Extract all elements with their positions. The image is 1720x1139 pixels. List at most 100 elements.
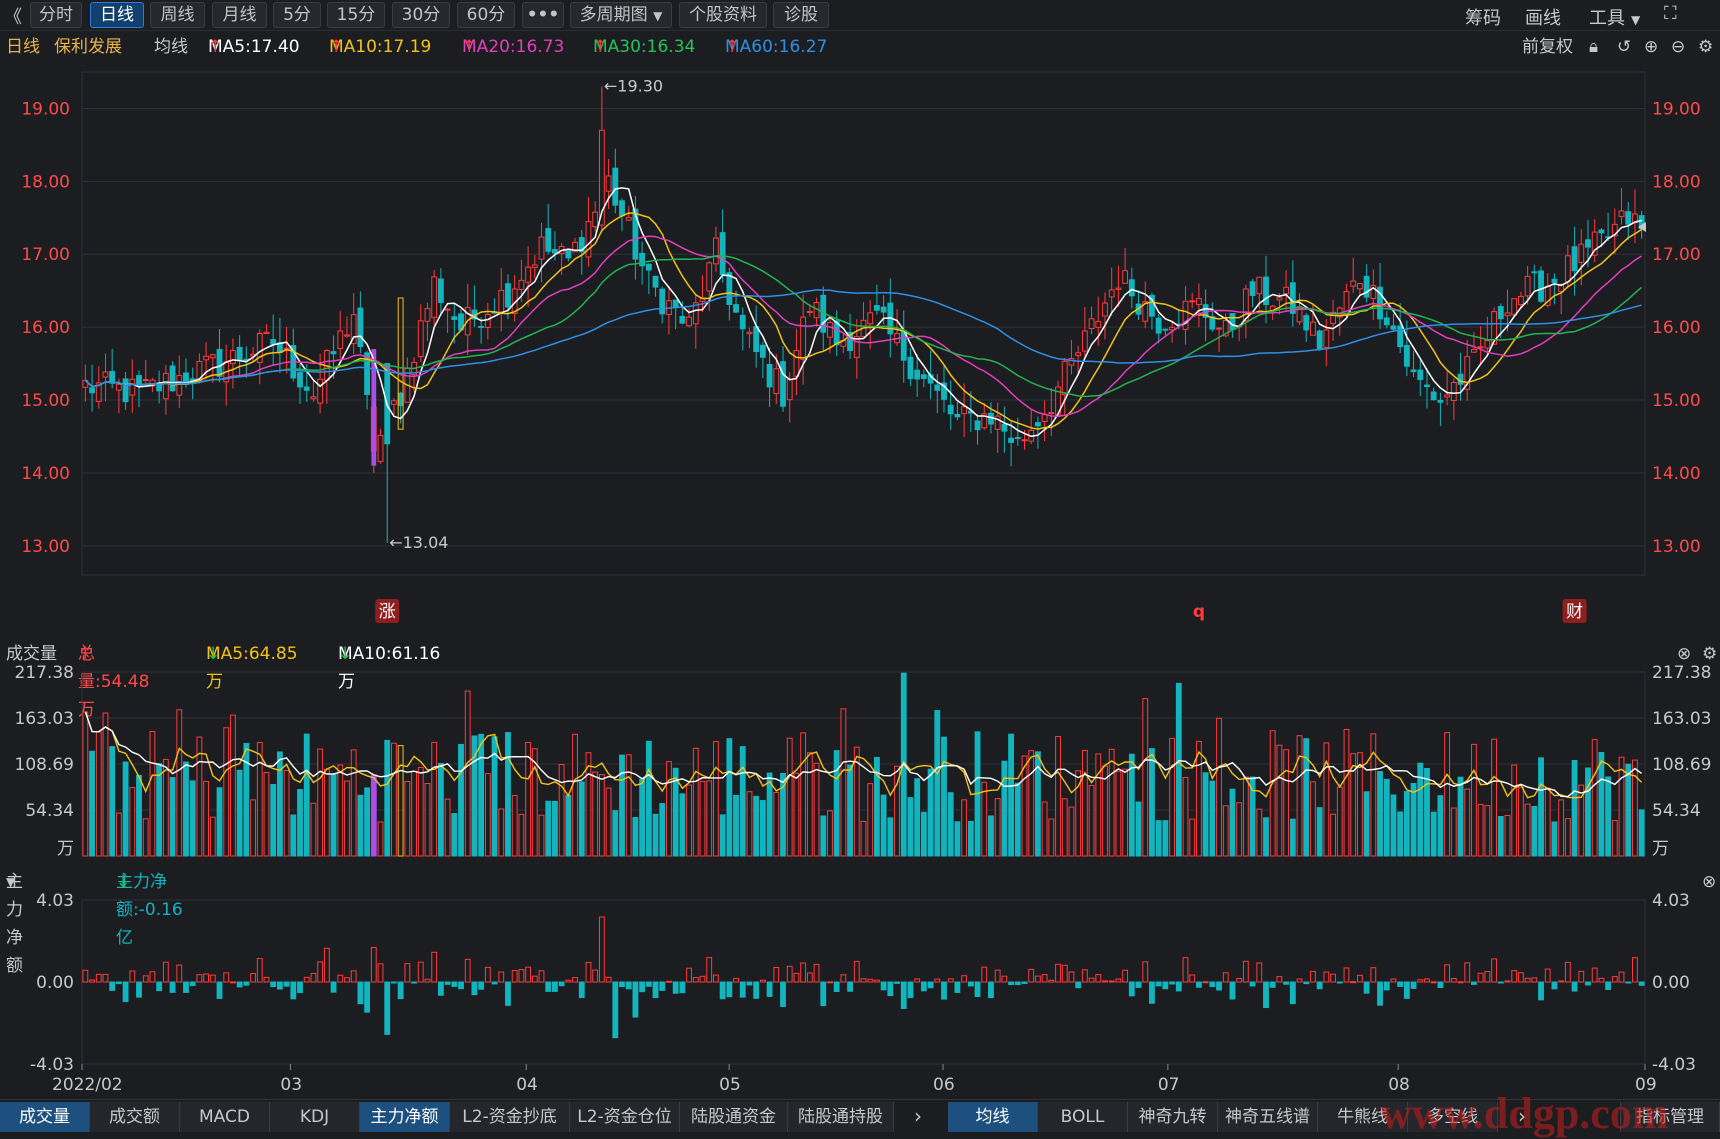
flow-bar (907, 981, 914, 999)
chips-button[interactable]: 筹码 (1465, 8, 1501, 29)
period-tab-weekly[interactable]: 周线 (150, 2, 205, 28)
candle-body-highlight (397, 297, 404, 430)
indicator-tab-7[interactable]: 陆股通资金 (680, 1102, 788, 1132)
indicator-tab-2[interactable]: MACD (180, 1102, 270, 1132)
ma-label[interactable]: 均线 (154, 37, 188, 57)
flow-bar (900, 981, 907, 1009)
adjust-mode-button[interactable]: 前复权 (1522, 37, 1573, 57)
volume-bar (525, 741, 532, 857)
flow-bar (404, 963, 411, 983)
stock-profile-button[interactable]: 个股资料 (679, 2, 767, 28)
overlay-tab-2[interactable]: 神奇九转 (1128, 1102, 1218, 1132)
flow-bar (1108, 980, 1115, 983)
indicator-manage-button[interactable]: 指标管理 (1620, 1102, 1720, 1132)
volume-bar (1095, 753, 1102, 857)
candle-body (786, 378, 793, 401)
volume-bar (511, 795, 518, 857)
multi-period-dropdown[interactable]: 多周期图 ▼ (570, 2, 672, 28)
volume-bar (230, 714, 236, 857)
period-tab-intraday[interactable]: 分时 (30, 2, 82, 28)
indicator-tab-0[interactable]: 成交量 (0, 1102, 90, 1132)
overlay-tab-0[interactable]: 均线 (948, 1102, 1038, 1132)
volume-bar (1068, 806, 1075, 857)
volume-bar (1618, 756, 1625, 857)
volume-bar (1182, 777, 1189, 857)
volume-bar (444, 798, 451, 857)
period-tab-daily[interactable]: 日线 (90, 2, 144, 28)
overlay-tab-5[interactable]: 多空线 (1408, 1102, 1498, 1132)
period-tab-60min[interactable]: 60分 (457, 2, 515, 28)
fullscreen-icon[interactable]: ⛶ (1664, 3, 1677, 24)
period-tab-5min[interactable]: 5分 (273, 2, 321, 28)
volume-ma5-line (84, 711, 1643, 799)
chevron-right-icon[interactable]: › (914, 1104, 922, 1128)
overlay-tab-1[interactable]: BOLL (1038, 1102, 1128, 1132)
flow-bar (1289, 981, 1296, 1005)
x-tick-label: 07 (1158, 1075, 1180, 1095)
volume-bar (531, 748, 538, 857)
indicator-tab-5[interactable]: L2-资金抄底 (450, 1102, 570, 1132)
indicator-tab-6[interactable]: L2-资金仓位 (570, 1102, 680, 1132)
close-icon[interactable]: ⊗ (1702, 872, 1717, 892)
flow-bar (323, 947, 330, 983)
arrow-down-icon: ↓ (338, 644, 353, 664)
stock-chart[interactable]: 19.00 19.00 18.00 18.00 17.00 17.00 16.00 16.00… (0, 0, 1720, 1099)
indicator-tab-8[interactable]: 陆股通持股 (788, 1102, 894, 1132)
flow-bar (552, 981, 558, 992)
price-tick-label-right: 17.00 (1652, 245, 1701, 265)
period-tab-30min[interactable]: 30分 (392, 2, 450, 28)
overlay-tab-3[interactable]: 神奇五线谱 (1218, 1102, 1318, 1132)
volume-bar (639, 778, 646, 857)
flow-bar (887, 981, 894, 997)
volume-bar (538, 814, 545, 857)
period-tab-monthly[interactable]: 月线 (212, 2, 267, 28)
candle-body (780, 361, 786, 407)
flow-bar (739, 981, 746, 998)
indicator-tab-4[interactable]: 主力净额 (360, 1102, 450, 1132)
overlay-tab-4[interactable]: 牛熊线 (1318, 1102, 1408, 1132)
flow-bar (290, 981, 297, 1000)
flow-bar (719, 981, 726, 1000)
zoom-out-icon[interactable]: ⊖ (1671, 37, 1686, 57)
flow-bar (1216, 981, 1222, 991)
volume-ma5-text: MA5:64.85万 (206, 644, 298, 692)
flow-bar (82, 969, 89, 983)
flow-bar (847, 981, 853, 992)
tools-dropdown[interactable]: 工具 ▼ (1589, 4, 1640, 30)
candle-body (954, 413, 961, 418)
volume-bar (1457, 776, 1464, 857)
undo-icon[interactable]: ↺ (1617, 37, 1632, 57)
volume-bar (907, 797, 914, 857)
volume-bar (853, 746, 860, 857)
candle-body (759, 344, 766, 358)
gear-icon[interactable]: ⚙ (1698, 37, 1714, 57)
volume-bar (1397, 811, 1404, 857)
flow-bar (793, 972, 800, 983)
multi-period-label: 多周期图 (579, 5, 648, 25)
flow-bar (1088, 977, 1095, 983)
price-tick-label-left: 13.00 (21, 537, 70, 557)
flow-bar (310, 972, 317, 983)
draw-line-button[interactable]: 画线 (1525, 8, 1561, 29)
chevron-double-left-icon[interactable]: 《 (4, 7, 22, 28)
diagnose-button[interactable]: 诊股 (773, 2, 829, 28)
lock-icon[interactable]: 🔒︎ (1589, 37, 1599, 57)
close-icon[interactable]: ⊗ (1677, 644, 1692, 664)
flow-bar (759, 979, 766, 983)
candle-body (766, 363, 773, 388)
flow-bar (672, 981, 679, 994)
ma30-text: MA30:16.34 (593, 37, 696, 57)
volume-bar (1081, 749, 1088, 857)
zoom-in-icon[interactable]: ⊕ (1644, 37, 1659, 57)
chevron-right-icon[interactable]: › (1518, 1104, 1526, 1128)
candle-body (1377, 286, 1383, 320)
flow-bar (1169, 981, 1175, 985)
period-tab-15min[interactable]: 15分 (327, 2, 385, 28)
gear-icon[interactable]: ⚙ (1702, 644, 1718, 664)
volume-bar (1330, 813, 1336, 857)
candle-body (639, 252, 646, 267)
volume-bar (1008, 733, 1014, 857)
indicator-tab-3[interactable]: KDJ (270, 1102, 360, 1132)
indicator-tab-1[interactable]: 成交额 (90, 1102, 180, 1132)
more-button[interactable]: ••• (522, 2, 564, 28)
